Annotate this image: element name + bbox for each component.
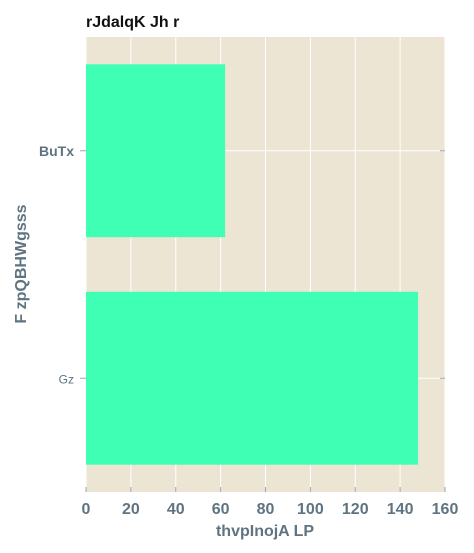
x-tick-label: 40 <box>167 501 185 518</box>
x-tick-label: 0 <box>82 501 91 518</box>
y-tick-label: BuTx <box>39 143 74 159</box>
x-axis-label: thvpInojA LP <box>216 523 314 540</box>
x-tick-label: 160 <box>432 501 459 518</box>
ticks: 0 20 40 60 80 100 120 140 160 BuTx Gz <box>39 143 458 518</box>
x-tick-label: 120 <box>342 501 369 518</box>
bars <box>86 64 419 465</box>
x-tick-label: 100 <box>297 501 324 518</box>
x-tick-label: 80 <box>257 501 275 518</box>
bar-gz <box>86 291 419 465</box>
y-tick-label: Gz <box>59 372 74 386</box>
chart-title: rJdalqK Jh r <box>86 14 179 31</box>
y-axis-label: F zpQBHWgsss <box>13 204 30 323</box>
x-tick-label: 60 <box>212 501 230 518</box>
x-tick-label: 20 <box>122 501 140 518</box>
x-tick-label: 140 <box>387 501 414 518</box>
bar-butx <box>86 64 226 238</box>
